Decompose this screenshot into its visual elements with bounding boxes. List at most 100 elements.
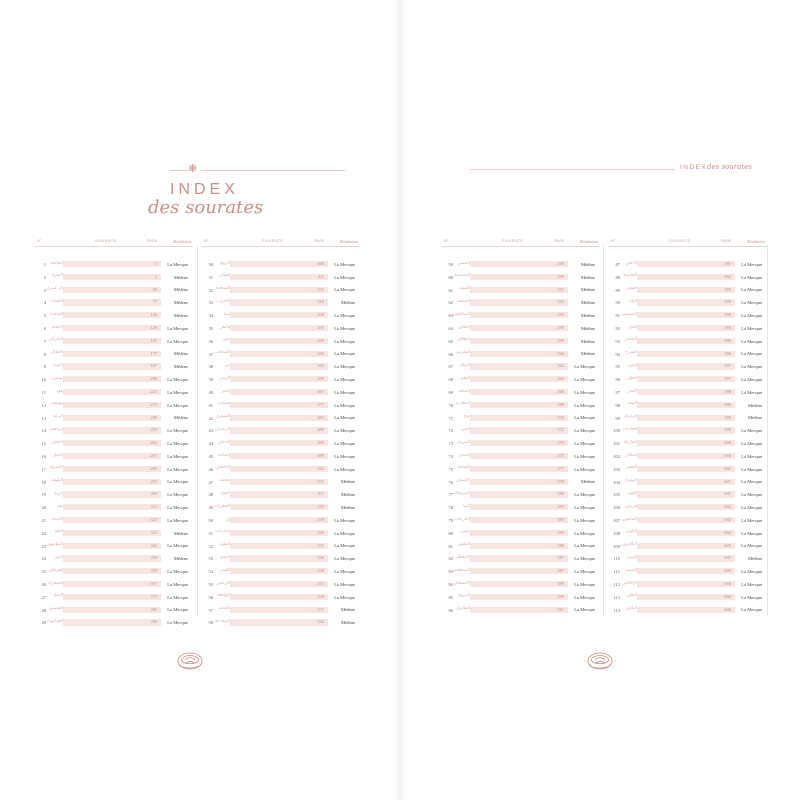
surah-row: 16 النحلAn Nahl · Les Abeilles267 La Mecqu… — [35, 451, 193, 464]
surah-name-bar: Al Hashr · L'Exode545 — [470, 261, 568, 268]
surah-revelation: La Mecque — [574, 428, 595, 434]
surah-revelation: La Mecque — [167, 376, 188, 382]
surah-arabic-name: الحجر — [52, 439, 63, 445]
surah-page: 312 — [150, 504, 157, 510]
surah-page: 603 — [724, 568, 731, 574]
surah-number: 110 — [613, 556, 620, 562]
surah-number: 112 — [613, 582, 620, 587]
surah-name-bar: As Sâffât · Les Rangés445 — [230, 350, 328, 357]
surah-page: 553 — [557, 299, 564, 305]
surah-revelation: La Mecque — [741, 492, 762, 498]
surah-name-bar: Al Fajr · L'Aube593 — [637, 286, 735, 293]
surah-revelation: Médine — [747, 556, 762, 562]
surah-revelation: La Mecque — [741, 312, 762, 318]
surah-arabic-name: الفيل — [627, 490, 637, 496]
surah-name-bar: Al Infitâr · La Rupture587 — [470, 555, 568, 562]
column-header: N° SOURATE PAGE Révélation — [35, 236, 193, 247]
column-header: N° SOURATE PAGE Révélation — [202, 236, 360, 247]
surah-revelation: Médine — [747, 402, 762, 408]
surah-arabic-name: المعارج — [456, 401, 470, 407]
surah-number: 86 — [448, 607, 454, 613]
surah-page: 489 — [317, 427, 324, 433]
surah-name-bar: Qâf · Qaf518 — [230, 517, 328, 524]
surah-name-bar: Al Inshiqâq · La Déchirure589 — [470, 581, 568, 588]
surah-row: 59الحشرAl Hashr · L'Exode545 Médine — [442, 259, 600, 272]
surah-arabic-name: ص — [224, 362, 230, 368]
surah-page: 467 — [317, 389, 324, 395]
surah-name-bar: Al Qamar · La Lune528 — [230, 568, 328, 575]
surah-revelation: La Mecque — [334, 594, 355, 600]
surah-row: 32السجدةAs Sajdah · La prosternation415 L… — [202, 284, 360, 297]
surah-page: 545 — [557, 261, 564, 267]
surah-revelation: La Mecque — [334, 325, 355, 331]
surah-revelation: La Mecque — [334, 389, 355, 395]
surah-row: 29العنكبوتAl 'Ankabût · L'Araignée396 La … — [35, 617, 193, 630]
surah-number: 35 — [208, 326, 214, 331]
surah-revelation: La Mecque — [741, 440, 762, 446]
surah-number: 66 — [448, 351, 454, 357]
surah-arabic-name: المنافقون — [453, 311, 470, 317]
surah-number: 12 — [41, 402, 47, 408]
surah-arabic-name: الناس — [626, 606, 637, 612]
surah-page: 591 — [724, 261, 731, 267]
running-head-subtitle: des sourates — [707, 163, 752, 171]
header-sourate: SOURATE — [669, 239, 691, 243]
surah-page: 537 — [317, 606, 324, 612]
surah-arabic-name: الحجرات — [213, 503, 230, 509]
surah-arabic-name: الإسراء — [49, 465, 63, 471]
surah-page: 255 — [150, 427, 157, 433]
surah-page: 577 — [557, 465, 564, 471]
surah-revelation: Médine — [173, 530, 188, 536]
surah-arabic-name: البلد — [629, 298, 637, 304]
surah-page: 534 — [317, 593, 324, 599]
surah-name-bar: Ash Shu'arâ' · Les Poètes367 — [63, 581, 161, 588]
surah-row: 54 القمرAl Qamar · La Lune528 La Mecque — [202, 566, 360, 579]
surah-page: 542 — [317, 619, 324, 625]
surah-page: 418 — [317, 299, 324, 305]
surah-page: 453 — [317, 363, 324, 369]
surah-page: 445 — [317, 350, 324, 356]
surah-name-bar: Quraysh · Quraysh602 — [637, 504, 735, 511]
surah-arabic-name: التكاثر — [625, 452, 637, 458]
surah-name-bar: Al Layl · La Nuit595 — [637, 325, 735, 332]
surah-revelation: La Mecque — [334, 453, 355, 459]
surah-arabic-name: النجم — [220, 554, 230, 560]
header-sourate: SOURATE — [502, 239, 524, 243]
surah-row: 51الذارياتAdh Dhâriyât · Qui Éparpillent… — [202, 527, 360, 540]
surah-revelation: La Mecque — [574, 543, 595, 549]
surah-number: 67 — [448, 364, 454, 370]
surah-row: 73المزملAl Muzzammil · L'Enveloppé574 La … — [442, 438, 600, 451]
surah-number: 52 — [208, 543, 214, 549]
rose-ornament-icon — [587, 652, 613, 670]
surah-number: 83 — [448, 569, 454, 575]
surah-page: 590 — [557, 593, 564, 599]
surah-page: 564 — [557, 376, 564, 382]
surah-arabic-name: التكوير — [457, 542, 470, 548]
surah-arabic-name: آل عمران — [46, 286, 63, 292]
surah-number: 70 — [448, 402, 454, 408]
surah-revelation: La Mecque — [741, 530, 762, 536]
surah-arabic-name: الليل — [628, 324, 637, 330]
surah-arabic-name: العصر — [625, 465, 637, 471]
column-divider — [767, 245, 768, 617]
surah-name-bar: Al Isrâ' · Le Voyage Nocturne282 — [63, 465, 161, 473]
surah-name-bar: Tâ Hâ · Ta Ha312 — [63, 504, 161, 511]
surah-page: 604 — [724, 593, 731, 599]
surah-number: 24 — [41, 556, 47, 562]
surah-page: 602 — [724, 517, 731, 523]
surah-page: 496 — [317, 440, 324, 446]
surah-page: 106 — [150, 312, 157, 318]
surah-revelation: La Mecque — [741, 287, 762, 293]
surah-number: 30 — [208, 262, 214, 267]
surah-arabic-name: البقرة — [51, 273, 63, 279]
header-revelation: Révélation — [580, 239, 598, 244]
surah-arabic-name: الطلاق — [457, 337, 471, 343]
surah-page: 511 — [317, 491, 324, 497]
surah-revelation: La Mecque — [741, 325, 762, 331]
surah-arabic-name: الحج — [54, 529, 63, 535]
surah-name-bar: Al Hijr · Al Hijr262 — [63, 440, 161, 447]
surah-revelation: Médine — [173, 274, 188, 280]
header-page: PAGE — [721, 239, 732, 243]
header-num: N° — [611, 239, 616, 243]
surah-page: 601 — [724, 478, 731, 484]
